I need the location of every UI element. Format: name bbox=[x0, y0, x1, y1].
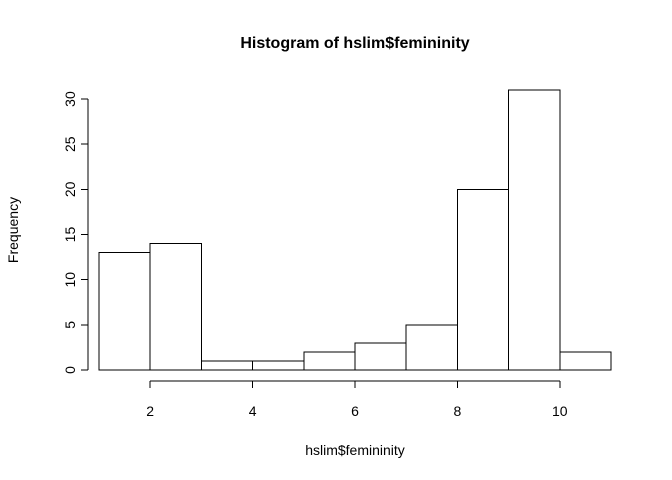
x-axis-title: hslim$femininity bbox=[305, 442, 405, 458]
histogram-bar-8 bbox=[456, 188, 510, 371]
chart-title: Histogram of hslim$femininity bbox=[240, 35, 469, 52]
histogram-bar-9 bbox=[508, 89, 561, 371]
x-tick-label: 8 bbox=[454, 403, 462, 419]
y-tick-label: 10 bbox=[62, 272, 78, 288]
histogram-bar-5 bbox=[303, 351, 356, 371]
y-tick-label: 25 bbox=[62, 136, 78, 152]
x-tick-label: 4 bbox=[249, 403, 257, 419]
y-axis-title: Frequency bbox=[5, 197, 21, 263]
y-tick-label: 15 bbox=[62, 227, 78, 243]
histogram-bar-2 bbox=[149, 243, 202, 371]
x-tick-label: 2 bbox=[146, 403, 154, 419]
bars-group bbox=[98, 89, 612, 371]
y-tick-label: 5 bbox=[62, 321, 78, 329]
y-tick-label: 20 bbox=[62, 181, 78, 197]
x-tick-label: 10 bbox=[552, 403, 568, 419]
histogram-bar-10 bbox=[559, 351, 612, 371]
y-tick-label: 0 bbox=[62, 366, 78, 374]
histogram-bar-7 bbox=[405, 324, 458, 371]
histogram-bar-1 bbox=[98, 252, 151, 371]
y-tick-label: 30 bbox=[62, 91, 78, 107]
x-axis: 2 4 6 8 10 bbox=[146, 380, 568, 419]
histogram-bar-4 bbox=[252, 360, 305, 371]
histogram-bar-6 bbox=[354, 342, 407, 371]
y-axis: 0 5 10 15 20 25 30 bbox=[62, 91, 89, 374]
x-tick-label: 6 bbox=[351, 403, 359, 419]
histogram-bar-3 bbox=[200, 360, 254, 371]
